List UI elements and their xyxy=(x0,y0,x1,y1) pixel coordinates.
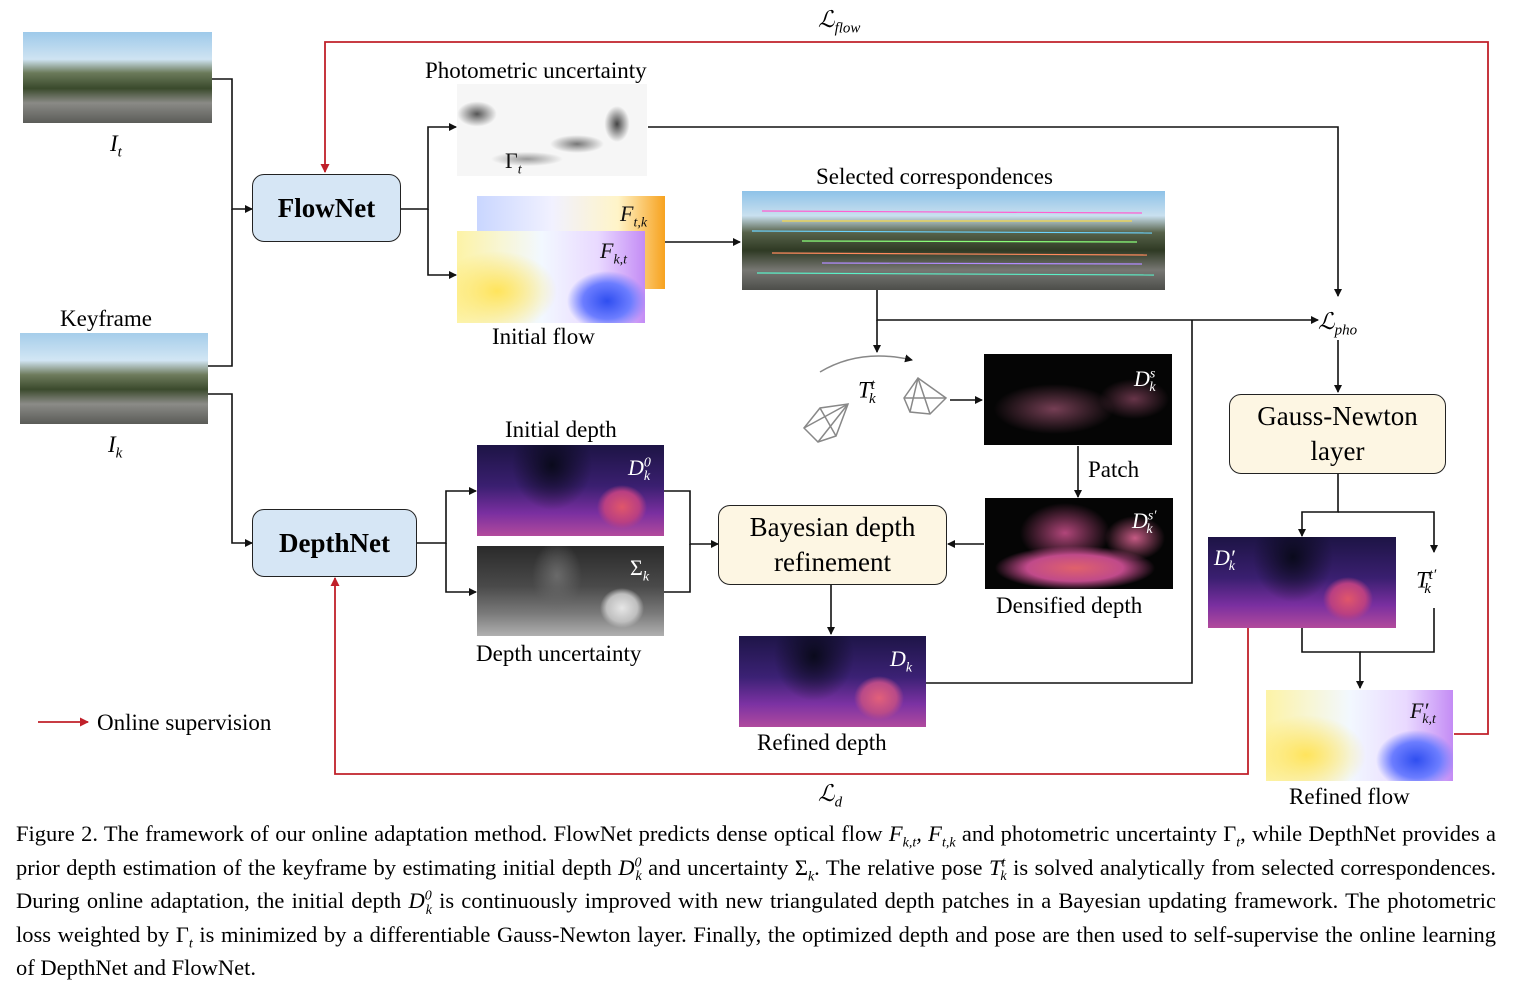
label-initial-flow: Initial flow xyxy=(492,324,595,349)
image-depth-uncertainty xyxy=(477,546,664,636)
label-l-pho: ℒpho xyxy=(1318,309,1358,339)
bayesian-refinement-box: Bayesian depth refinement xyxy=(718,505,947,585)
label-l-flow: ℒflow xyxy=(818,7,861,37)
gn-to-dk-prime-line xyxy=(1298,473,1339,537)
correspondences-to-lpho-line xyxy=(876,290,1319,324)
refined-to-lpho-line xyxy=(926,320,1193,684)
depth-to-bayesian-line xyxy=(664,490,719,548)
label-d-k-prime: D′k xyxy=(1214,545,1235,575)
image-dk-prime xyxy=(1208,537,1396,628)
flownet-label: FlowNet xyxy=(277,192,376,223)
image-refined-flow xyxy=(1266,690,1453,781)
label-ik: Ik xyxy=(108,432,123,462)
label-f-kt: Fk,t xyxy=(600,238,628,268)
camera-frustum-right xyxy=(903,376,948,415)
dk-prime-to-flow-line xyxy=(1301,628,1364,689)
sigma-to-bayesian-line xyxy=(664,544,691,593)
label-refined-flow: Refined flow xyxy=(1289,784,1410,809)
ik-to-flownet-line xyxy=(208,209,233,367)
label-l-d: ℒd xyxy=(818,781,843,811)
gauss-newton-label: Gauss-Newton layer xyxy=(1257,400,1418,466)
label-initial-depth: Initial depth xyxy=(505,417,617,442)
depthnet-to-sigma-line xyxy=(445,543,477,596)
legend-online-supervision: Online supervision xyxy=(97,710,272,735)
pose-arc xyxy=(819,354,913,373)
depthnet-label: DepthNet xyxy=(279,527,390,558)
depth-supervision-line xyxy=(330,577,1249,775)
label-d-k0: D0k xyxy=(628,455,651,485)
label-depth-uncertainty: Depth uncertainty xyxy=(476,641,642,666)
label-photometric-uncertainty: Photometric uncertainty xyxy=(425,58,647,83)
label-d-k: Dk xyxy=(890,646,913,676)
depthnet-box: DepthNet xyxy=(252,509,417,577)
flownet-to-flow-line xyxy=(427,209,457,279)
gn-to-pose-prime-line xyxy=(1338,511,1438,553)
correspondence-lines xyxy=(751,210,1155,276)
ik-to-depthnet-line xyxy=(208,393,253,547)
image-selected-correspondences xyxy=(742,191,1165,290)
label-gamma-t: Γt xyxy=(505,148,522,178)
image-refined-depth xyxy=(739,636,926,727)
image-flow-kt xyxy=(457,231,645,323)
label-densified-depth: Densified depth xyxy=(996,593,1143,618)
label-f-kt-prime: F′k,t xyxy=(1410,698,1436,728)
image-initial-depth xyxy=(477,445,664,536)
label-d-ks-prime: Ds′k xyxy=(1132,508,1157,538)
figure-caption: Figure 2. The framework of our online ad… xyxy=(16,821,1497,980)
flownet-box: FlowNet xyxy=(252,174,401,242)
flownet-to-uncertainty-line xyxy=(400,123,457,210)
label-keyframe: Keyframe xyxy=(60,306,152,331)
label-sigma-k: Σk xyxy=(630,555,650,585)
it-to-flownet-line xyxy=(212,78,253,213)
label-selected-correspondences: Selected correspondences xyxy=(816,164,1053,189)
uncertainty-to-lpho-line xyxy=(648,126,1342,297)
bayesian-refinement-label: Bayesian depth refinement xyxy=(749,511,916,577)
label-it: It xyxy=(110,131,122,161)
label-t-kt-prime: Tt′k xyxy=(1416,567,1437,598)
depthnet-to-depth-line xyxy=(416,487,477,544)
image-it xyxy=(23,32,212,123)
pose-prime-to-flow-line xyxy=(1360,608,1435,653)
label-patch: Patch xyxy=(1088,457,1140,482)
gauss-newton-box: Gauss-Newton layer xyxy=(1229,394,1446,474)
image-densified-depth xyxy=(985,498,1173,589)
label-t-kt: Ttk xyxy=(858,377,876,408)
label-f-tk: Ft,k xyxy=(620,201,648,231)
label-d-ks: Dsk xyxy=(1134,366,1156,396)
camera-shapes xyxy=(802,354,948,443)
image-ik xyxy=(20,333,208,424)
label-refined-depth: Refined depth xyxy=(757,730,887,755)
image-sparse-depth xyxy=(984,354,1172,445)
image-photometric-uncertainty xyxy=(457,84,647,176)
camera-frustum-left xyxy=(802,403,850,443)
flow-supervision-line xyxy=(320,41,1489,735)
